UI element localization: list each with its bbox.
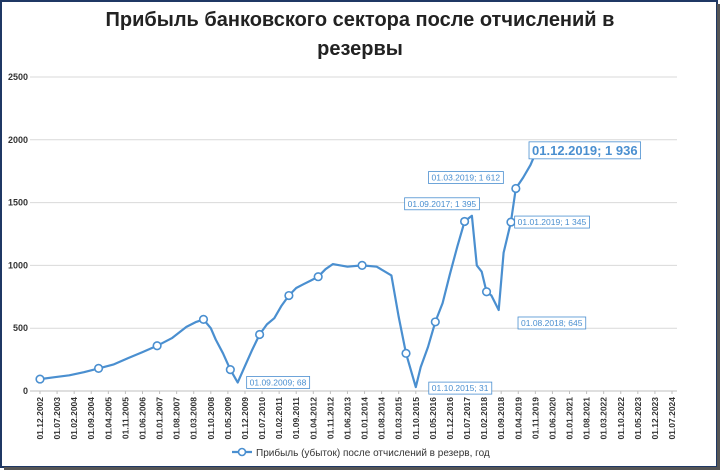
data-label-box: [514, 215, 590, 229]
data-label-text: 01.01.2019; 1 345: [518, 217, 587, 227]
x-tick-label: 01.10.2022: [616, 397, 626, 440]
x-tick-label: 01.03.2008: [189, 397, 199, 440]
x-tick-label: 01.11.2019: [530, 397, 540, 439]
x-tick-label: 01.12.2009: [240, 397, 250, 440]
y-tick-label: 0: [23, 386, 28, 396]
x-tick-label: 01.01.2007: [155, 397, 165, 440]
x-tick-label: 01.05.2023: [633, 397, 643, 440]
data-label-box: [404, 197, 480, 211]
data-label: 01.09.2017; 1 395: [404, 197, 480, 211]
x-tick-label: 01.08.2007: [172, 397, 182, 440]
x-tick-label: 01.03.2022: [599, 397, 609, 440]
data-label: 01.12.2019; 1 936: [528, 141, 641, 160]
x-tick-label: 01.02.2004: [69, 397, 79, 440]
legend-label: Прибыль (убыток) после отчислений в резе…: [256, 447, 490, 459]
x-tick-label: 01.11.2012: [325, 397, 335, 439]
data-label-text: 01.09.2017; 1 395: [408, 199, 477, 209]
data-label: 01.08.2018; 645: [517, 316, 587, 330]
x-tick-label: 01.05.2009: [223, 397, 233, 440]
x-tick-label: 01.02.2011: [274, 397, 284, 439]
marker: [198, 314, 209, 325]
marker: [357, 260, 367, 271]
y-tick-label: 500: [13, 323, 28, 333]
y-tick-label: 1000: [8, 260, 28, 270]
marker: [225, 365, 235, 375]
data-label-box: [428, 171, 504, 184]
x-tick-label: 01.09.2011: [291, 397, 301, 439]
x-tick-label: 01.07.2024: [667, 397, 677, 440]
x-tick-label: 01.03.2015: [394, 397, 404, 440]
marker: [284, 290, 294, 301]
marker: [152, 341, 162, 351]
marker: [459, 216, 470, 227]
data-label-text: 01.10.2015; 31: [432, 383, 489, 393]
y-tick-label: 2500: [8, 72, 28, 82]
data-label-box: [428, 381, 493, 395]
marker: [430, 317, 440, 327]
marker: [506, 217, 516, 227]
marker: [35, 374, 45, 384]
marker: [255, 329, 265, 340]
title-box: Прибыль банковского сектора после отчисл…: [105, 9, 615, 60]
data-label-box: [528, 141, 641, 160]
marker: [481, 287, 492, 297]
marker: [401, 348, 411, 358]
data-label-box: [246, 376, 311, 389]
data-label: 01.03.2019; 1 612: [428, 171, 504, 184]
data-label-text: 01.09.2009; 68: [250, 377, 307, 387]
x-tick-label: 01.08.2014: [377, 397, 387, 440]
x-tick-label: 01.02.2018: [479, 397, 489, 440]
y-tick-label: 2000: [8, 135, 28, 145]
x-tick-label: 01.04.2005: [103, 397, 113, 440]
y-tick-label: 1500: [8, 198, 28, 208]
data-label: 01.09.2009; 68: [246, 376, 311, 389]
x-tick-label: 01.01.2021: [565, 397, 575, 440]
x-tick-label: 01.09.2004: [86, 397, 96, 440]
data-label: 01.01.2019; 1 345: [514, 215, 590, 229]
frame-shadow: [717, 4, 720, 470]
x-tick-label: 01.10.2015: [411, 397, 421, 440]
data-label-text: 01.12.2019; 1 936: [532, 143, 638, 158]
legend: Прибыль (убыток) после отчислений в резе…: [232, 447, 490, 459]
marker: [93, 363, 104, 373]
x-tick-label: 01.12.2023: [650, 397, 660, 440]
x-tick-label: 01.07.2003: [52, 397, 62, 440]
data-label: 01.10.2015; 31: [428, 381, 493, 395]
chart-title: Прибыль банковского сектора после отчисл…: [105, 9, 615, 60]
data-label-text: 01.03.2019; 1 612: [432, 173, 501, 183]
x-tick-label: 01.07.2010: [257, 397, 267, 440]
x-tick-label: 01.09.2018: [496, 397, 506, 440]
x-tick-label: 01.12.2016: [445, 397, 455, 440]
x-tick-label: 01.08.2021: [582, 397, 592, 440]
x-tick-label: 01.10.2008: [206, 397, 216, 440]
x-tick-label: 01.04.2019: [513, 397, 523, 440]
x-tick-label: 01.01.2014: [360, 397, 370, 440]
marker: [313, 272, 323, 282]
data-label-text: 01.08.2018; 645: [521, 318, 583, 328]
x-tick-label: 01.12.2002: [35, 397, 45, 440]
x-tick-label: 01.06.2020: [547, 397, 557, 440]
frame-shadow: [4, 467, 720, 470]
marker: [511, 183, 521, 194]
x-tick-label: 01.04.2012: [308, 397, 318, 440]
x-tick-label: 01.11.2005: [120, 397, 130, 439]
x-tick-label: 01.05.2016: [428, 397, 438, 440]
x-tick-label: 01.06.2006: [137, 397, 147, 440]
x-tick-label: 01.06.2013: [342, 397, 352, 440]
data-label-box: [517, 316, 587, 330]
legend-marker: [237, 447, 247, 457]
x-tick-label: 01.07.2017: [462, 397, 472, 440]
